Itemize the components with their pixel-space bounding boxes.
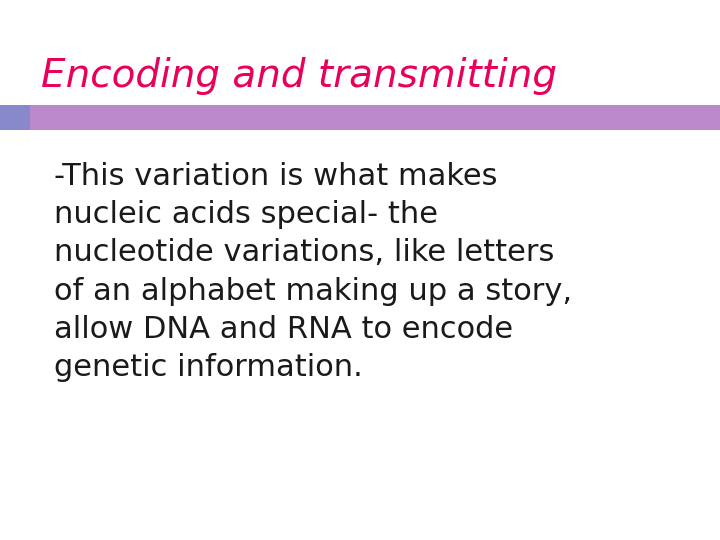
Bar xyxy=(0,105,30,130)
Bar xyxy=(30,105,720,130)
Text: Encoding and transmitting: Encoding and transmitting xyxy=(41,57,557,94)
Text: -This variation is what makes
nucleic acids special- the
nucleotide variations, : -This variation is what makes nucleic ac… xyxy=(54,162,572,382)
